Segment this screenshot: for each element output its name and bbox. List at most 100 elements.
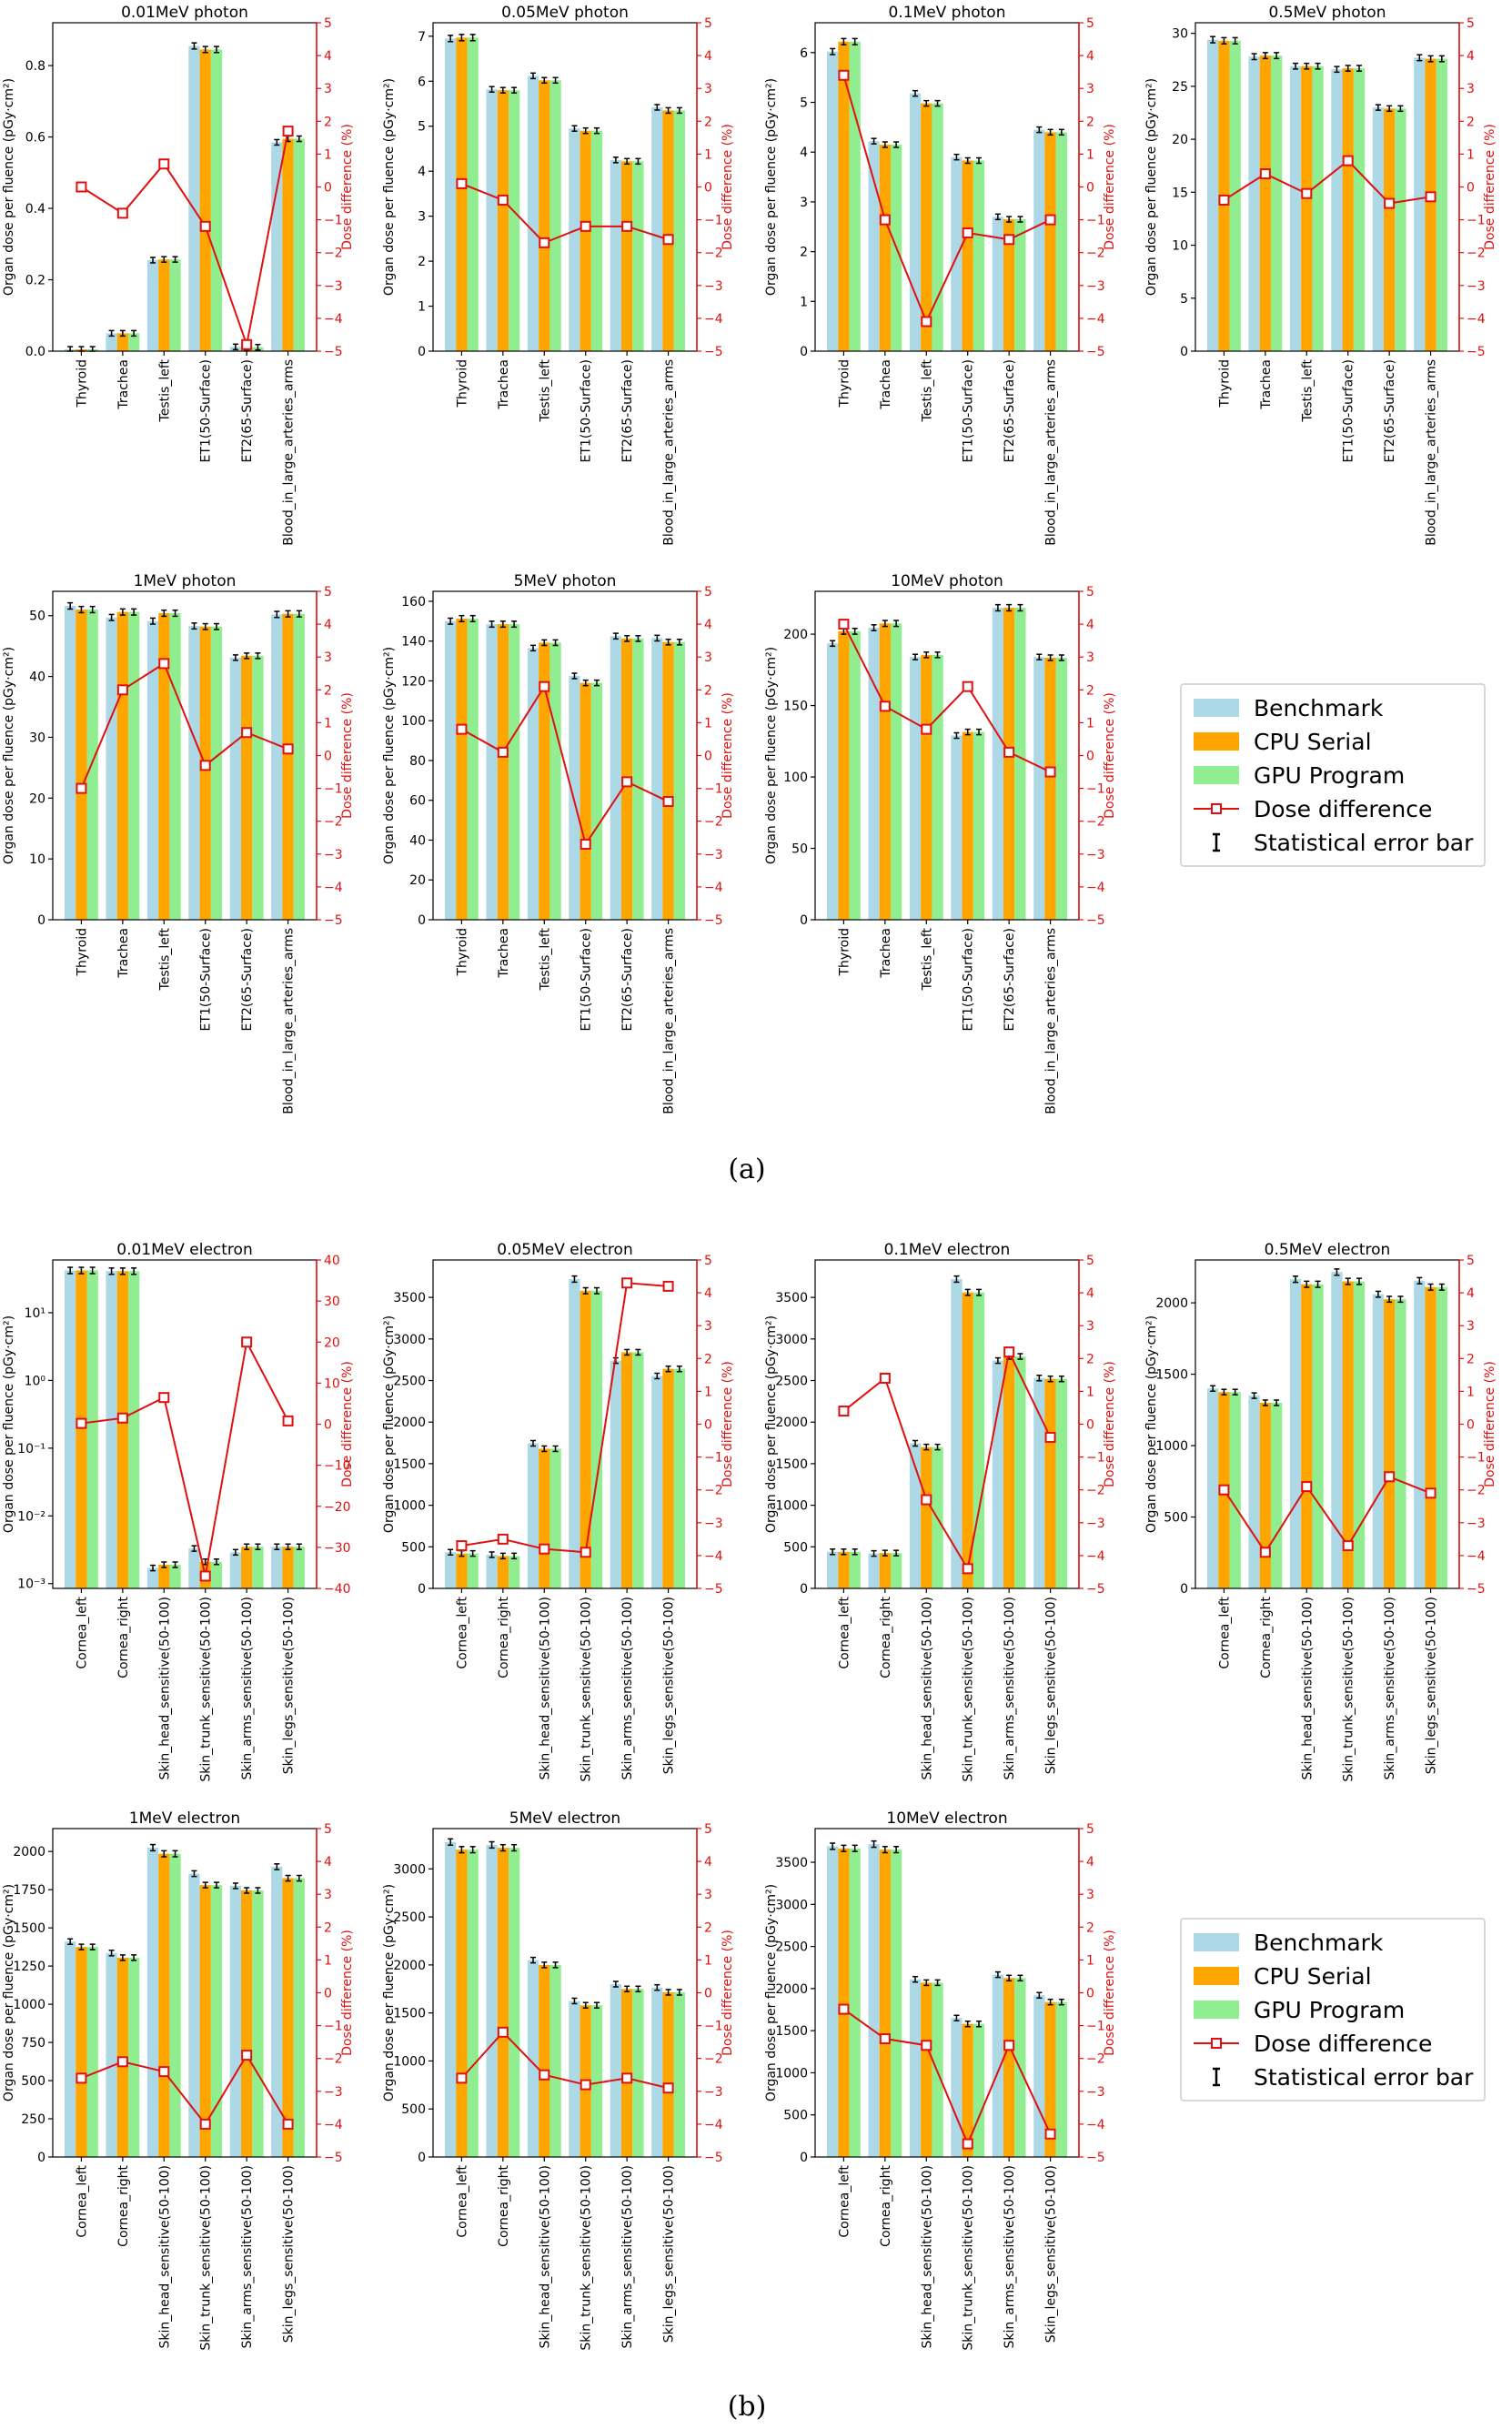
x-tick-label: Testis_left [1300,358,1315,422]
x-tick-label: ET1(50-Surface) [1342,359,1356,462]
y2-tick-label: −2 [1086,247,1105,261]
dose-difference-marker [282,1415,294,1426]
y2-tick-label: 3 [1086,650,1094,665]
y2-tick-label: 1 [324,147,332,162]
bar-gpu-program-5 [1436,58,1447,351]
dose-difference-marker [1044,766,1056,778]
y2-tick-label: −4 [1086,1549,1105,1564]
chart-title: 0.05MeV electron [497,1241,632,1259]
dose-difference-marker [879,214,891,226]
bar-cpu-serial-0 [838,41,850,351]
dose-difference-marker [662,796,674,808]
dose-difference-marker [838,2003,850,2015]
x-tick-label: Trachea [116,928,131,979]
bar-cpu-serial-5 [1044,2001,1056,2157]
bar-cpu-serial-5 [1044,132,1056,351]
y2-tick-label: −5 [704,345,723,359]
bar-gpu-program-4 [1014,1356,1026,1588]
y-tick-label: 2500 [775,1375,808,1389]
bar-benchmark-1 [486,1554,498,1588]
bar-cpu-serial-1 [1259,1402,1271,1588]
bar-gpu-program-3 [590,2005,603,2157]
y-axis-label: Organ dose per fluence (pGy·cm²) [382,1315,397,1533]
y-axis-label: Organ dose per fluence (pGy·cm²) [2,1884,16,2101]
y2-tick-label: −2 [1086,1484,1105,1498]
x-tick-label: Skin_trunk_sensitive(50-100) [580,1597,594,1782]
x-tick-label: Blood_in_large_arteries_arms [282,359,297,546]
y-tick-label: 15 [1172,186,1188,200]
dose-difference-line [842,2008,1052,2147]
y2-tick-label: 5 [704,1822,712,1837]
bar-benchmark-2 [909,1443,922,1588]
x-tick-label: Cornea_left [75,1596,89,1668]
y2-tick-label: 0 [1086,1418,1094,1433]
y2-tick-label: 5 [324,585,332,600]
dose-difference-marker [158,658,170,670]
bar-cpu-serial-3 [962,731,973,920]
bar-gpu-program-1 [508,624,520,920]
y-tick-label: 10⁻³ [17,1577,45,1592]
y2-tick-label: 1 [704,147,712,162]
x-tick-label: Skin_trunk_sensitive(50-100) [962,2165,976,2351]
bar-cpu-serial-1 [879,1553,891,1588]
x-tick-label: Cornea_right [1259,1596,1274,1678]
bar-benchmark-4 [229,657,242,920]
x-tick-label: Skin_trunk_sensitive(50-100) [199,1597,214,1782]
bar-gpu-program-2 [932,103,943,351]
bar-cpu-serial-2 [539,80,550,351]
y-axis-label: Organ dose per fluence (pGy·cm²) [1144,78,1159,296]
chart-title: 0.01MeV photon [121,4,248,22]
y-axis-label: Organ dose per fluence (pGy·cm²) [382,647,397,864]
bar-gpu-program-0 [467,1849,479,2157]
bar-cpu-serial-5 [662,1368,674,1588]
bar-cpu-serial-5 [282,1878,294,2157]
dose-difference-line [842,1348,1052,1572]
x-tick-label: ET1(50-Surface) [962,359,976,462]
y-tick-label: 0.0 [25,345,45,359]
bar-gpu-program-4 [632,1352,644,1588]
bar-gpu-program-5 [673,641,685,920]
bar-benchmark-5 [271,614,283,920]
bar-benchmark-5 [1414,1280,1426,1588]
y2-tick-label: 2 [1467,1352,1475,1366]
y-tick-label: 2000 [393,1959,426,1973]
bar-cpu-serial-1 [497,1556,509,1588]
bar-cpu-serial-2 [539,642,550,920]
bar-benchmark-1 [868,1844,880,2157]
y2-tick-label: −2 [1086,2052,1105,2067]
y-tick-label: 10⁻² [17,1509,45,1524]
x-tick-label: Skin_trunk_sensitive(50-100) [962,1597,976,1782]
bar-cpu-serial-3 [580,130,591,351]
y2-tick-label: −4 [1086,312,1105,327]
y2-tick-label: 3 [704,82,712,96]
y-axis-label: Organ dose per fluence (pGy·cm²) [2,647,16,864]
y2-tick-label: −5 [1086,2151,1105,2165]
y-tick-label: 40 [409,833,426,848]
x-tick-label: Skin_arms_sensitive(50-100) [620,1597,635,1780]
y2-tick-label: −4 [704,881,723,895]
dose-difference-marker [921,1494,932,1506]
y2-tick-label: −3 [1086,848,1105,862]
y-tick-label: 140 [401,635,426,650]
x-tick-label: Trachea [497,928,511,979]
y-tick-label: 50 [29,610,45,624]
y-tick-label: 6 [800,46,808,61]
bar-gpu-program-2 [169,1564,181,1588]
y-tick-label: 10 [1172,239,1188,254]
y2-tick-label: −5 [1467,345,1486,359]
dose-difference-marker [1425,1487,1436,1499]
y2-tick-label: 5 [1467,1254,1475,1268]
y2-tick-label: 1 [1467,1385,1475,1399]
x-tick-label: Skin_trunk_sensitive(50-100) [1342,1597,1356,1782]
bar-gpu-program-4 [252,1890,264,2157]
y2-tick-label: −5 [704,913,723,928]
chart-title: 5MeV photon [514,572,617,590]
y-tick-label: 0 [418,2151,426,2165]
y-tick-label: 10¹ [25,1306,45,1321]
x-tick-label: Thyroid [455,928,469,977]
y2-tick-label: 2 [1086,1352,1094,1366]
y-tick-label: 0.6 [25,131,45,146]
x-tick-label: Cornea_left [837,1596,852,1668]
x-tick-label: ET2(65-Surface) [620,359,635,462]
